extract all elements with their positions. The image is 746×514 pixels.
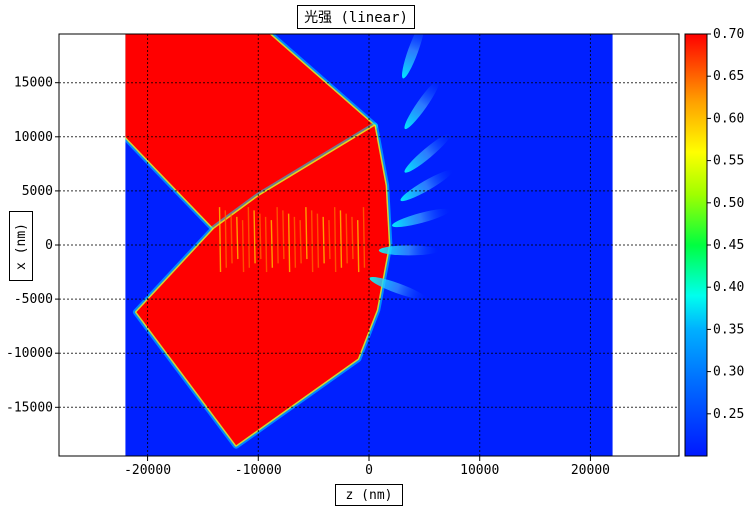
- interference-streak: [316, 213, 320, 268]
- colorbar-tick-label: 0.65: [713, 69, 744, 84]
- y-axis-label: x (nm): [9, 211, 33, 281]
- interference-streak: [270, 220, 274, 268]
- y-tick-label: 0: [45, 238, 53, 253]
- colorbar-tick-label: 0.70: [713, 27, 744, 42]
- interference-streak: [264, 216, 268, 273]
- fringe-lobe-6: [369, 276, 427, 300]
- fringe-lobe-4: [392, 208, 451, 228]
- y-tick-label: -10000: [6, 346, 53, 361]
- colorbar-gradient: [684, 33, 708, 457]
- interference-streak: [333, 207, 337, 273]
- chart-title-text: 光强 (linear): [304, 10, 408, 26]
- interference-streak: [351, 216, 354, 260]
- interference-streak: [276, 207, 279, 264]
- y-tick-label: -15000: [6, 400, 53, 415]
- x-tick-label: -20000: [124, 463, 171, 478]
- fringe-lobe-0: [402, 34, 425, 79]
- interference-streak: [247, 207, 251, 268]
- y-tick-label: -5000: [14, 292, 53, 307]
- colorbar-tick-label: 0.35: [713, 322, 744, 337]
- fringe-lobe-5: [378, 245, 439, 256]
- x-axis-label-text: z (nm): [345, 487, 393, 503]
- interference-streak: [362, 207, 366, 268]
- heatmap-fringes: [369, 34, 453, 300]
- interference-streak: [236, 216, 239, 260]
- interference-streak: [287, 213, 291, 273]
- interference-streak: [299, 220, 302, 264]
- colorbar-tick-label: 0.55: [713, 154, 744, 169]
- x-axis-label: z (nm): [335, 484, 403, 506]
- x-tick-label: 20000: [571, 463, 610, 478]
- interference-streak: [241, 220, 245, 273]
- fringe-lobe-3: [400, 169, 453, 202]
- region-1: [136, 126, 389, 446]
- interference-streak: [345, 213, 348, 264]
- fringe-lobe-2: [404, 133, 451, 173]
- interference-streak: [230, 213, 233, 264]
- fringe-lobe-1: [404, 79, 440, 130]
- colorbar-tick-label: 0.25: [713, 407, 744, 422]
- interference-streak: [253, 210, 256, 264]
- x-axis: -20000 -10000 0 10000 20000: [124, 456, 610, 478]
- grid-lines: [59, 34, 679, 456]
- interference-streak: [282, 210, 285, 260]
- colorbar-tick-label: 0.40: [713, 280, 744, 295]
- colorbar-tick-label: 0.45: [713, 238, 744, 253]
- x-tick-label: 0: [365, 463, 373, 478]
- interference-streak: [322, 216, 325, 264]
- chart-title: 光强 (linear): [297, 5, 415, 29]
- colorbar: 0.25 0.30 0.35 0.40 0.45 0.50 0.55 0.60 0.65 0.70: [684, 27, 744, 457]
- interference-streak: [310, 210, 314, 273]
- y-axis: -15000 -10000 -5000 0 5000 10000 15000: [6, 76, 59, 415]
- interference-streak: [305, 207, 308, 260]
- interference-streak: [224, 210, 227, 268]
- interference-streak: [357, 220, 360, 273]
- interference-streak: [293, 216, 297, 268]
- colorbar-tick-label: 0.60: [713, 111, 744, 126]
- y-tick-label: 10000: [14, 130, 53, 145]
- colorbar-tick-label: 0.50: [713, 196, 744, 211]
- colorbar-ticks: 0.25 0.30 0.35 0.40 0.45 0.50 0.55 0.60 0.65 0.70: [707, 27, 744, 422]
- x-tick-label: 10000: [460, 463, 499, 478]
- interference-streak: [339, 210, 343, 268]
- y-tick-label: 5000: [22, 184, 53, 199]
- y-tick-label: 15000: [14, 76, 53, 91]
- x-tick-label: -10000: [235, 463, 282, 478]
- interference-streak: [328, 220, 331, 260]
- interference-streak: [259, 213, 262, 260]
- plot-area: [58, 33, 680, 457]
- interference-streak: [218, 207, 222, 273]
- colorbar-tick-label: 0.30: [713, 365, 744, 380]
